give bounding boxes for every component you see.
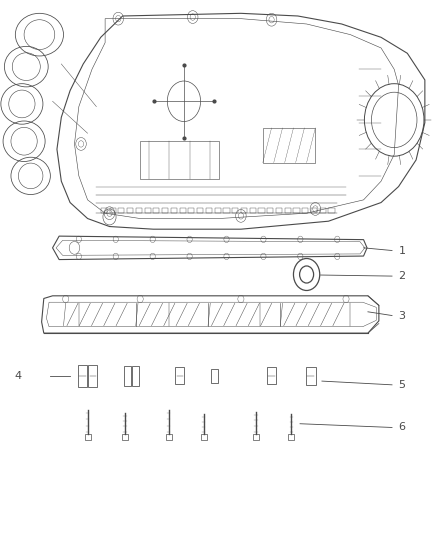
Bar xyxy=(215,208,221,213)
Bar xyxy=(162,208,168,213)
Bar xyxy=(136,208,142,213)
Bar xyxy=(267,208,273,213)
Bar xyxy=(311,208,317,213)
Bar xyxy=(276,208,282,213)
Bar xyxy=(250,208,256,213)
Bar xyxy=(232,208,238,213)
Bar xyxy=(145,208,151,213)
Bar xyxy=(197,208,203,213)
Text: 5: 5 xyxy=(399,380,406,390)
Bar xyxy=(88,365,97,387)
Bar xyxy=(288,434,294,440)
Bar xyxy=(153,208,159,213)
Bar xyxy=(253,434,259,440)
Text: 2: 2 xyxy=(399,271,406,281)
Text: 4: 4 xyxy=(15,371,22,381)
Bar xyxy=(302,208,308,213)
Bar xyxy=(132,366,139,386)
Text: 6: 6 xyxy=(399,423,406,432)
Bar xyxy=(223,208,230,213)
Bar xyxy=(211,369,218,383)
Bar xyxy=(306,367,316,385)
Bar xyxy=(206,208,212,213)
Bar xyxy=(285,208,291,213)
Bar xyxy=(118,208,124,213)
Bar xyxy=(127,208,133,213)
Bar xyxy=(293,208,300,213)
Bar xyxy=(241,208,247,213)
Bar xyxy=(171,208,177,213)
Bar xyxy=(188,208,194,213)
Bar xyxy=(267,367,276,384)
Bar xyxy=(201,434,207,440)
Bar xyxy=(124,366,131,386)
Bar xyxy=(320,208,326,213)
Text: 1: 1 xyxy=(399,246,406,255)
Bar xyxy=(328,208,335,213)
Text: 3: 3 xyxy=(399,311,406,320)
Bar xyxy=(166,434,172,440)
Bar xyxy=(258,208,265,213)
Bar xyxy=(101,208,107,213)
Bar xyxy=(110,208,116,213)
Bar xyxy=(180,208,186,213)
Bar xyxy=(175,367,184,384)
Bar xyxy=(78,365,87,387)
Bar xyxy=(122,434,128,440)
Bar xyxy=(85,434,91,440)
